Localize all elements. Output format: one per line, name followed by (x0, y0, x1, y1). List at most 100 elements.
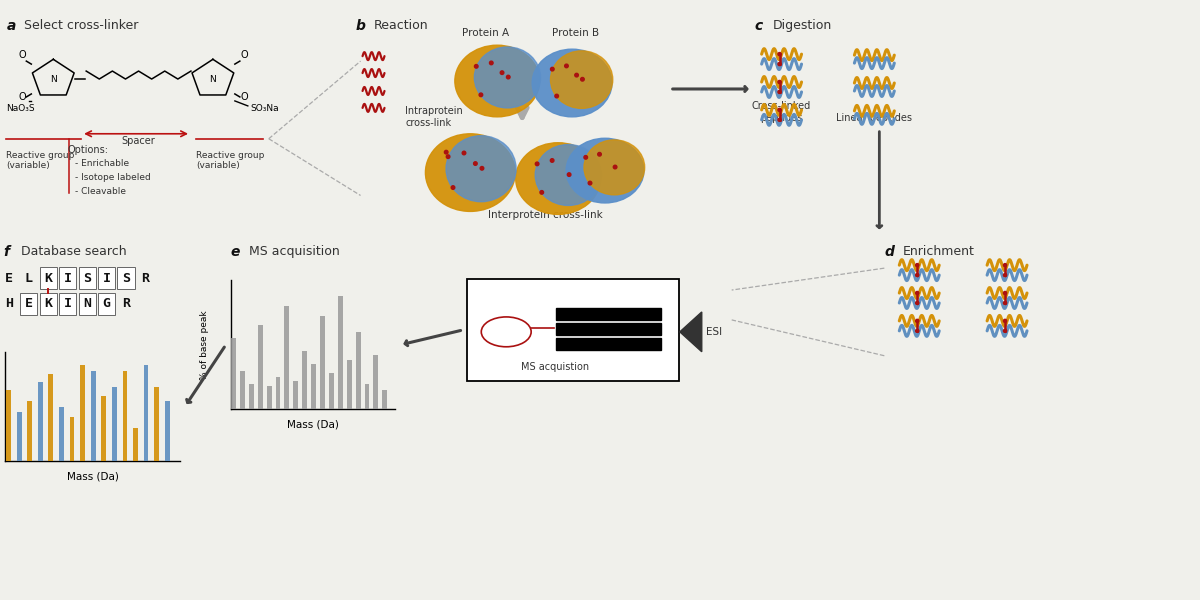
Bar (91, 371, 96, 461)
Ellipse shape (474, 47, 540, 108)
Bar (258, 325, 263, 409)
Text: % of base peak: % of base peak (200, 310, 210, 380)
Circle shape (598, 152, 601, 156)
Text: Options:: Options: (67, 145, 108, 155)
Text: Intraprotein
cross-link: Intraprotein cross-link (406, 106, 463, 128)
Circle shape (490, 61, 493, 65)
Bar (248, 383, 253, 409)
Bar (102, 395, 106, 461)
Circle shape (480, 167, 484, 170)
Circle shape (479, 93, 482, 97)
Text: O: O (240, 50, 247, 60)
Text: d: d (884, 245, 894, 259)
Circle shape (540, 191, 544, 194)
Circle shape (778, 53, 781, 56)
Bar (347, 361, 352, 409)
Circle shape (1003, 319, 1007, 322)
Bar (276, 377, 281, 409)
Text: I: I (64, 298, 72, 310)
Circle shape (778, 62, 781, 65)
Text: K: K (44, 272, 53, 284)
Text: e: e (230, 245, 240, 259)
Bar (302, 351, 307, 409)
Text: N: N (210, 74, 216, 83)
Circle shape (444, 151, 448, 154)
Text: Enrichment: Enrichment (902, 245, 974, 258)
Text: Cross-linked
peptides: Cross-linked peptides (752, 101, 811, 123)
Bar (355, 332, 360, 409)
Text: - Isotope labeled: - Isotope labeled (76, 173, 151, 182)
Circle shape (1003, 263, 1007, 267)
Circle shape (588, 181, 592, 185)
Circle shape (462, 151, 466, 155)
Text: - Enrichable: - Enrichable (76, 158, 130, 167)
Text: Reactive group
(variable): Reactive group (variable) (196, 151, 264, 170)
Circle shape (581, 77, 584, 81)
Text: N: N (83, 298, 91, 310)
FancyBboxPatch shape (59, 293, 77, 315)
Circle shape (474, 65, 478, 68)
Text: c: c (755, 19, 763, 34)
Bar (556, 338, 661, 350)
FancyBboxPatch shape (78, 293, 96, 315)
Text: S: S (83, 272, 91, 284)
Text: O: O (240, 92, 247, 102)
Circle shape (565, 64, 569, 68)
Text: H: H (5, 298, 13, 310)
Bar (155, 387, 160, 461)
Circle shape (778, 108, 781, 112)
Bar (556, 308, 661, 320)
Polygon shape (680, 312, 702, 352)
Ellipse shape (516, 143, 600, 214)
Circle shape (535, 162, 539, 166)
FancyBboxPatch shape (59, 266, 77, 289)
Circle shape (1003, 292, 1007, 295)
Circle shape (500, 71, 504, 74)
Circle shape (1003, 301, 1007, 305)
FancyBboxPatch shape (78, 266, 96, 289)
Text: Mass (Da): Mass (Da) (67, 471, 119, 481)
Circle shape (575, 73, 578, 77)
Text: I: I (103, 272, 110, 284)
Circle shape (916, 263, 919, 267)
FancyBboxPatch shape (20, 293, 37, 315)
Circle shape (916, 329, 919, 332)
FancyBboxPatch shape (98, 266, 115, 289)
Circle shape (584, 155, 588, 159)
Text: Interprotein cross-link: Interprotein cross-link (488, 211, 604, 220)
Circle shape (916, 274, 919, 277)
Text: a: a (6, 19, 16, 34)
Text: Digestion: Digestion (773, 19, 832, 32)
Bar (266, 386, 271, 409)
Circle shape (451, 186, 455, 190)
Bar (320, 316, 325, 409)
Circle shape (551, 158, 554, 162)
Bar (284, 306, 289, 409)
Text: Spacer: Spacer (121, 136, 156, 146)
Text: MS acquistion: MS acquistion (521, 362, 589, 371)
Bar (383, 390, 388, 409)
Circle shape (778, 80, 781, 83)
Bar (48, 374, 53, 461)
Circle shape (1003, 274, 1007, 277)
Text: G: G (103, 298, 110, 310)
Bar (329, 373, 334, 409)
Bar (6, 390, 11, 461)
Bar (112, 387, 116, 461)
Bar (311, 364, 316, 409)
Circle shape (916, 301, 919, 305)
Circle shape (506, 75, 510, 79)
Text: Select cross-linker: Select cross-linker (24, 19, 139, 32)
Text: Protein A: Protein A (462, 28, 510, 38)
Bar (240, 371, 245, 409)
Ellipse shape (566, 138, 644, 203)
Bar (373, 355, 378, 409)
Text: MS acquisition: MS acquisition (248, 245, 340, 258)
Bar (365, 383, 370, 409)
FancyBboxPatch shape (40, 266, 56, 289)
Bar (293, 381, 299, 409)
Text: - Cleavable: - Cleavable (76, 187, 126, 196)
Circle shape (778, 118, 781, 121)
Text: Mass (Da): Mass (Da) (287, 419, 340, 430)
Ellipse shape (532, 49, 612, 117)
